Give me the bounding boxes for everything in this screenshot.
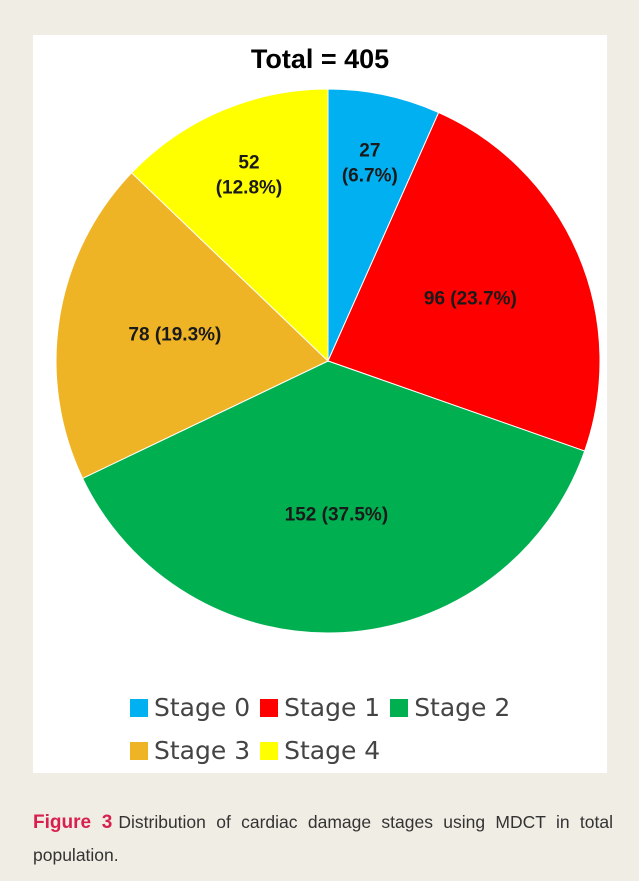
- legend-label: Stage 3: [154, 736, 251, 765]
- legend-label: Stage 4: [284, 736, 381, 765]
- pie-slice: [327, 111, 601, 452]
- chart-title: Total = 405: [250, 44, 390, 74]
- caption-label: Figure 3: [33, 812, 113, 833]
- caption-text: Distribution of cardiac damage stages us…: [33, 812, 613, 865]
- legend: Stage 0 Stage 1 Stage 2 Stage 3 Stage 4: [130, 693, 550, 765]
- legend-swatch: [130, 741, 148, 760]
- data-label: 78 (19.3%): [128, 325, 222, 347]
- legend-item: Stage 2: [390, 693, 510, 722]
- pie-slice: [81, 360, 586, 634]
- data-label: 152 (37.5%): [284, 504, 389, 526]
- legend-item: Stage 1: [260, 693, 380, 722]
- legend-label: Stage 2: [414, 693, 511, 722]
- legend-swatch: [260, 698, 279, 717]
- legend-item: Stage 4: [260, 736, 380, 765]
- legend-label: Stage 0: [154, 693, 251, 722]
- legend-label: Stage 1: [284, 693, 381, 722]
- pie-slice: [327, 88, 440, 362]
- legend-swatch: [130, 698, 148, 717]
- legend-swatch: [260, 741, 279, 760]
- caption: Figure 3 Distribution of cardiac damage s…: [33, 806, 613, 872]
- legend-item: Stage 3: [130, 736, 250, 765]
- legend-swatch: [390, 698, 409, 717]
- data-label: 27 (6.7%): [341, 140, 398, 187]
- chart: [55, 88, 601, 634]
- data-label: 52 (12.8%): [215, 152, 283, 198]
- pie-slice: [130, 88, 329, 363]
- legend-item: Stage 0: [130, 693, 250, 722]
- pie-slice: [55, 172, 329, 480]
- data-label: 96 (23.7%): [423, 288, 517, 310]
